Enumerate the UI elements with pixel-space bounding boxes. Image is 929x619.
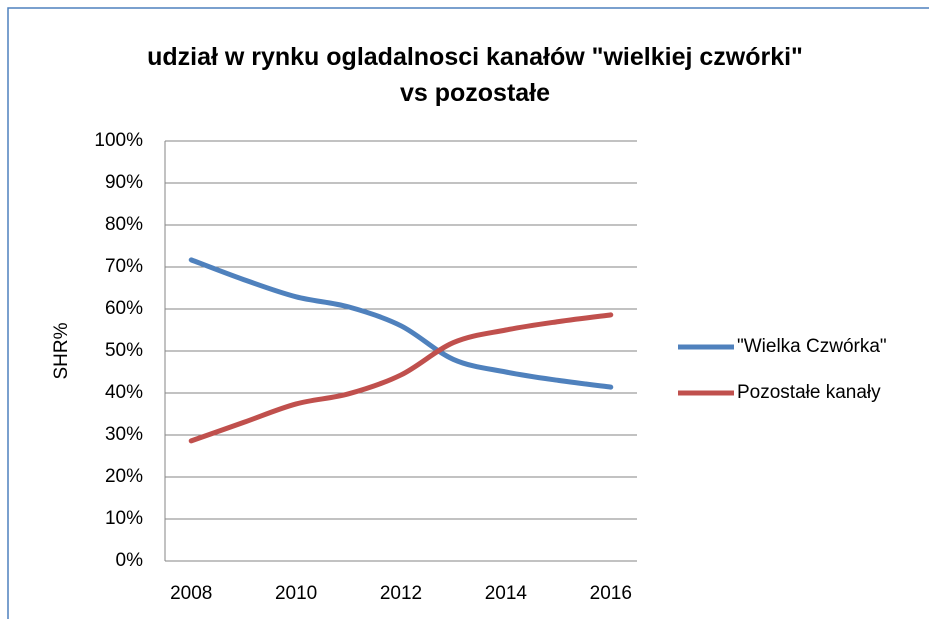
x-tick-label: 2010	[275, 583, 317, 604]
y-axis-label: SHR%	[51, 322, 72, 379]
x-tick-label: 2014	[485, 583, 528, 604]
y-tick-label: 20%	[105, 466, 143, 487]
legend-label: Pozostałe kanały	[737, 382, 881, 403]
y-tick-label: 40%	[105, 382, 143, 403]
series-line	[188, 312, 614, 444]
y-tick-label: 50%	[105, 340, 143, 361]
x-tick-label: 2008	[170, 583, 212, 604]
x-tick-label: 2012	[380, 583, 422, 604]
y-tick-label: 60%	[105, 298, 143, 319]
y-tick-label: 30%	[105, 424, 143, 445]
chart-title: udział w rynku ogladalnosci kanałów "wie…	[147, 43, 803, 107]
y-tick-label: 10%	[105, 508, 143, 529]
legend-label: "Wielka Czwórka"	[737, 336, 887, 357]
y-tick-label: 90%	[105, 172, 143, 193]
chart-frame	[7, 7, 929, 619]
y-tick-label: 0%	[116, 550, 144, 571]
y-tick-label: 70%	[105, 256, 143, 277]
y-tick-label: 100%	[94, 130, 143, 151]
series-line	[188, 257, 614, 390]
x-tick-label: 2016	[590, 583, 632, 604]
y-tick-label: 80%	[105, 214, 143, 235]
